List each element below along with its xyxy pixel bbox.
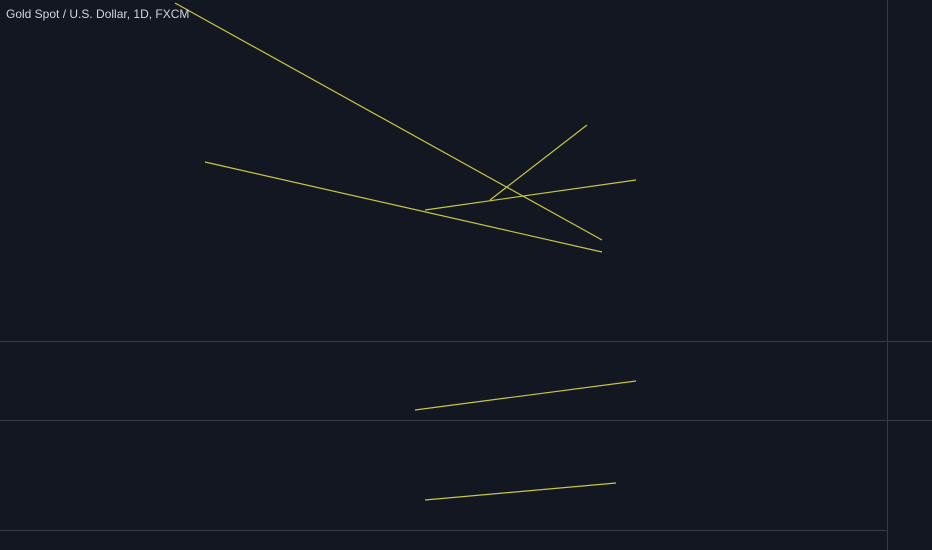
trend-line xyxy=(204,161,603,253)
drawings xyxy=(174,2,637,501)
trend-line xyxy=(414,380,637,411)
trend-line xyxy=(174,2,603,241)
trend-line xyxy=(424,179,637,211)
trend-line xyxy=(489,124,588,201)
chart-title: Gold Spot / U.S. Dollar, 1D, FXCM xyxy=(6,7,189,21)
trend-line xyxy=(424,482,617,501)
